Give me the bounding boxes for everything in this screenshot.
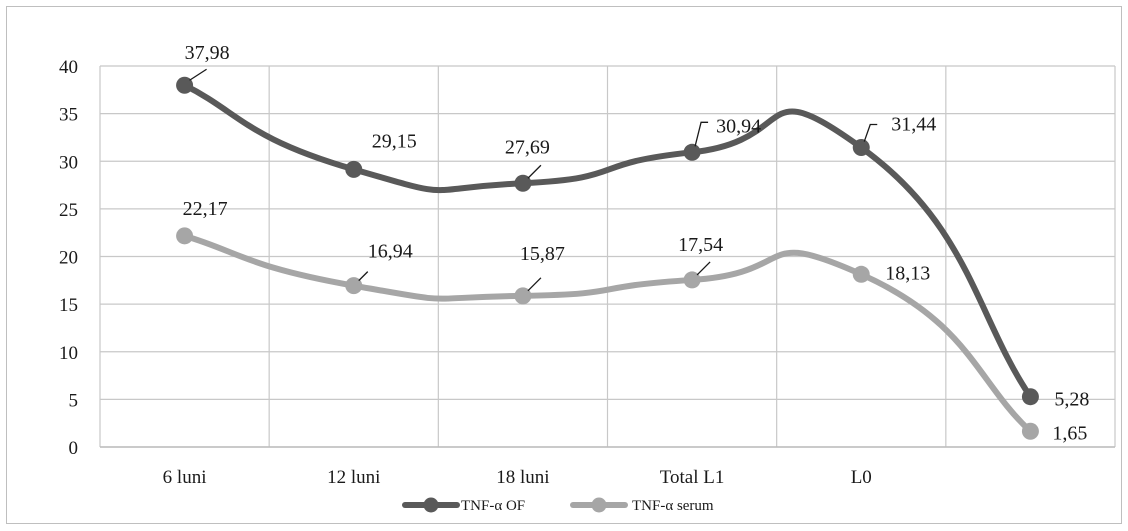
y-tick-label: 30 [59,152,78,173]
x-tick-label: 18 luni [496,467,549,488]
data-point [176,76,194,94]
y-tick-label: 15 [59,295,78,316]
leader-line [694,121,709,147]
leader-line [189,68,207,81]
data-point [683,143,701,161]
y-tick-label: 0 [69,438,79,459]
axis-layer: 0 5 10 15 20 25 30 35 40 6 luni 12 luni 18 luni Tota… [59,57,1115,488]
data-point [683,271,701,289]
x-tick-label: 12 luni [327,467,380,488]
y-tick-label: 35 [59,105,78,126]
y-tick-label: 10 [59,343,78,364]
data-label: 17,54 [678,234,723,256]
leader-line [863,123,878,142]
series-layer [176,76,1039,440]
x-tick-label: L0 [851,467,872,488]
data-point [345,160,363,178]
data-label: 15,87 [520,243,565,265]
y-tick-label: 5 [69,390,79,411]
legend-swatch-marker [423,497,439,513]
data-point [514,287,532,305]
legend-swatch-marker [591,497,607,513]
data-label: 5,28 [1054,389,1089,411]
data-point [176,227,194,245]
data-point [852,139,870,157]
grid-layer [99,65,1116,448]
data-label: 22,17 [183,198,228,220]
y-tick-label: 25 [59,200,78,221]
data-point [1021,388,1039,406]
x-tick-label: Total L1 [660,467,725,488]
legend-label: TNF-α serum [632,498,714,514]
leader-line [358,271,369,282]
data-label: 29,15 [372,130,417,152]
label-layer: 37,98 29,15 27,69 30,94 31,44 5,28 22,17 16,94 1… [183,42,1090,444]
legend-label: TNF-α OF [461,498,525,514]
data-label: 31,44 [891,114,936,136]
leader-line [696,261,711,276]
y-tick-label: 20 [59,248,78,269]
data-point [1021,422,1039,440]
legend: TNF-α OF TNF-α serum [402,497,714,514]
data-label: 16,94 [368,241,413,263]
data-label: 1,65 [1052,422,1087,444]
data-point [514,174,532,192]
data-label: 27,69 [505,136,550,158]
data-point [345,277,363,295]
leader-line [527,277,542,292]
data-label: 18,13 [885,262,930,284]
data-label: 30,94 [716,115,761,137]
y-tick-label: 40 [59,57,78,78]
x-tick-label: 6 luni [163,467,207,488]
leader-line [527,164,542,179]
data-point [852,265,870,283]
data-label: 37,98 [185,42,230,64]
